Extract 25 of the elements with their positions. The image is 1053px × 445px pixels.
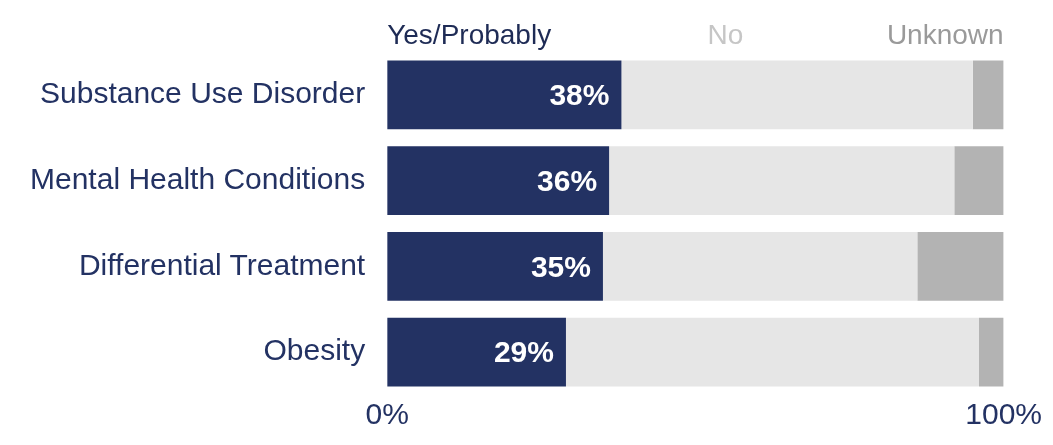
series-label: Unknown <box>886 18 1004 50</box>
y-tick-label: Substance Use Disorder <box>40 76 366 110</box>
bar <box>387 146 610 215</box>
bar <box>978 317 1004 387</box>
y-tick-label: Differential Treatment <box>78 247 366 281</box>
x-tick-label: 100% <box>965 397 1042 431</box>
data-label: 35% <box>530 249 591 283</box>
data-label: 36% <box>537 163 598 197</box>
x-tick-label: 0% <box>365 397 409 431</box>
bar <box>917 232 1004 301</box>
series-label: No <box>707 18 744 50</box>
bar <box>954 146 1004 215</box>
bar <box>609 146 955 215</box>
bar <box>387 232 603 301</box>
bar <box>972 60 1004 130</box>
bar <box>387 60 622 130</box>
y-tick-label: Obesity <box>263 333 366 367</box>
y-tick-label: Mental Health Conditions <box>30 161 366 195</box>
series-label: Yes/Probably <box>387 18 552 50</box>
bar <box>602 232 918 301</box>
bar <box>387 317 566 387</box>
data-label: 29% <box>493 335 554 369</box>
bar <box>565 317 979 387</box>
data-label: 38% <box>549 78 610 112</box>
bar <box>621 60 973 130</box>
